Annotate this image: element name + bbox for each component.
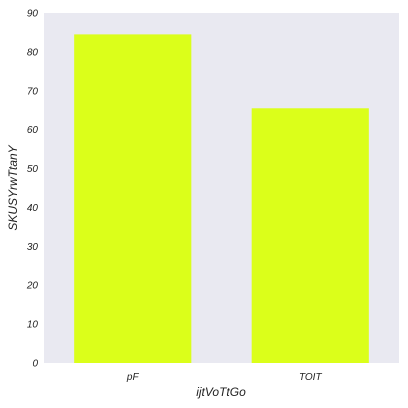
y-tick-label: 90 — [27, 9, 39, 20]
y-tick-label: 20 — [26, 281, 39, 292]
x-tick-label: pF — [126, 372, 140, 383]
y-tick-labels: 0 10 20 30 40 50 60 70 80 90 — [26, 9, 39, 370]
y-tick-label: 40 — [27, 203, 39, 214]
bars-group — [74, 34, 369, 364]
x-axis-label: ijtVoTtGo — [196, 385, 246, 399]
y-tick-label: 80 — [27, 47, 39, 58]
y-axis-label: SKUSYrwTtanY — [6, 144, 20, 230]
x-tick-label: TOIT — [299, 372, 322, 383]
y-tick-label: 0 — [32, 359, 38, 370]
y-tick-label: 10 — [27, 320, 39, 331]
y-tick-label: 50 — [27, 164, 39, 175]
y-tick-label: 70 — [27, 86, 39, 97]
x-tick-labels: pF TOIT — [126, 372, 323, 383]
y-tick-label: 30 — [27, 242, 39, 253]
y-tick-label: 60 — [27, 125, 39, 136]
bar — [74, 34, 192, 364]
bar — [251, 108, 369, 364]
